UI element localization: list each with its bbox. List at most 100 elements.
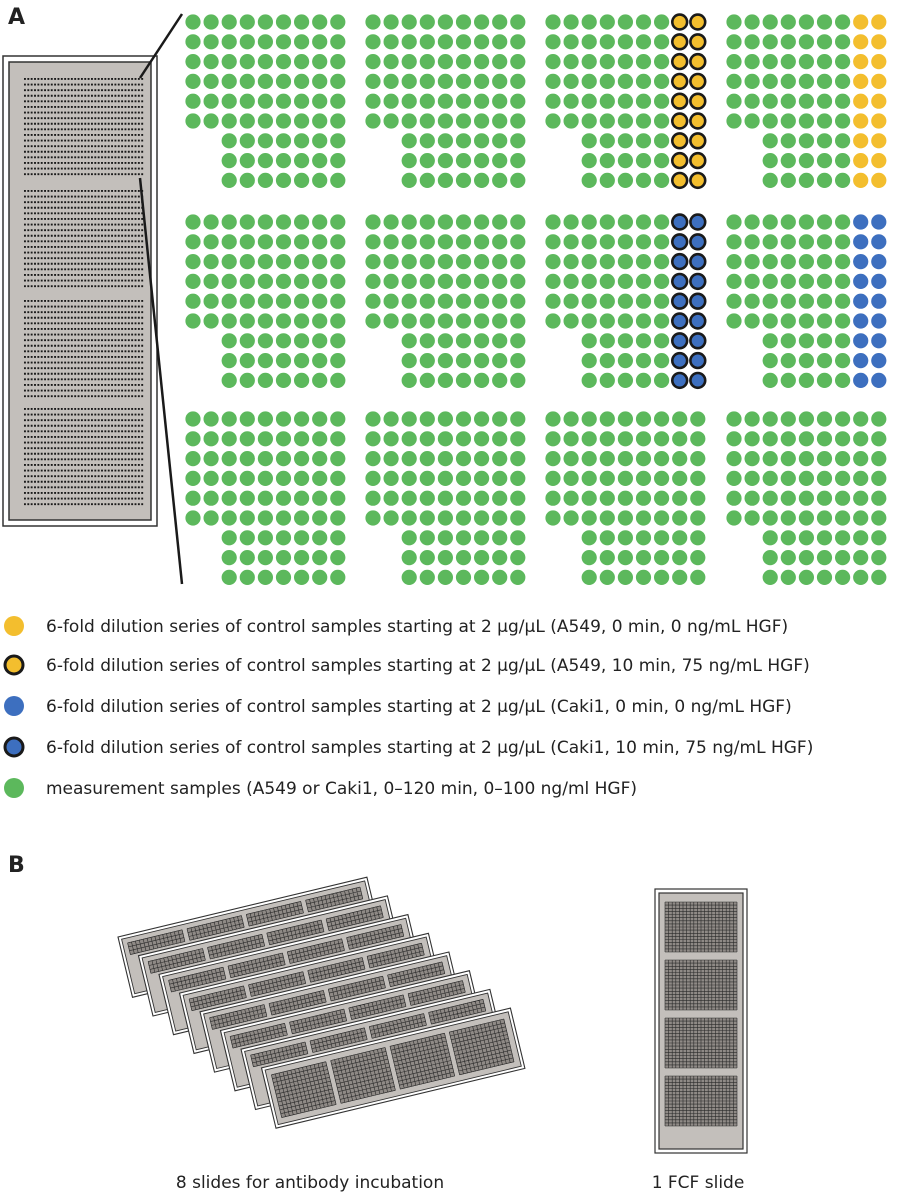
spot-measurement bbox=[835, 93, 851, 109]
slide-spot-grid bbox=[330, 1047, 396, 1104]
spot-measurement bbox=[816, 234, 833, 250]
spot-measurement bbox=[312, 234, 328, 250]
spot-measurement bbox=[419, 372, 435, 388]
spot-measurement bbox=[545, 113, 561, 129]
spot-measurement bbox=[257, 550, 273, 566]
spot-measurement bbox=[275, 54, 292, 70]
spot-measurement bbox=[437, 93, 453, 109]
spot-measurement bbox=[617, 73, 634, 89]
spot-measurement bbox=[581, 113, 597, 129]
spot-measurement bbox=[257, 451, 273, 467]
spot-measurement bbox=[275, 431, 292, 447]
spot-measurement bbox=[563, 93, 579, 109]
spot-measurement bbox=[726, 14, 742, 30]
spot-measurement bbox=[257, 254, 273, 270]
spot-measurement bbox=[510, 372, 526, 388]
spot-measurement bbox=[762, 93, 778, 109]
spot-measurement bbox=[744, 254, 760, 270]
spot-measurement bbox=[401, 510, 417, 526]
spot-measurement bbox=[455, 153, 472, 169]
spot-measurement bbox=[239, 133, 255, 149]
legend-label: 6-fold dilution series of control sample… bbox=[46, 656, 810, 676]
spot-measurement bbox=[853, 431, 869, 447]
spot-measurement bbox=[221, 273, 237, 289]
spot-measurement bbox=[401, 14, 417, 30]
spot-measurement bbox=[798, 153, 815, 169]
spot-measurement bbox=[330, 490, 346, 506]
spot-measurement bbox=[492, 372, 508, 388]
spot-measurement bbox=[635, 569, 652, 586]
slide-spot-grid bbox=[325, 905, 384, 931]
spot-measurement bbox=[455, 273, 472, 289]
spot-measurement bbox=[474, 353, 490, 369]
spot-measurement bbox=[654, 353, 670, 369]
spot-measurement bbox=[563, 234, 579, 250]
spot-caki1-control bbox=[670, 292, 689, 310]
spot-measurement bbox=[474, 530, 490, 546]
spot-measurement bbox=[690, 490, 706, 506]
spot-measurement bbox=[257, 372, 273, 388]
spot-measurement bbox=[383, 73, 399, 89]
spot-measurement bbox=[762, 470, 778, 486]
spot-measurement bbox=[672, 470, 688, 486]
spot-measurement bbox=[312, 293, 328, 309]
spot-measurement bbox=[275, 254, 292, 270]
spot-measurement bbox=[312, 530, 328, 546]
spot-measurement bbox=[835, 353, 851, 369]
spot-measurement bbox=[780, 313, 796, 329]
spot-measurement bbox=[762, 431, 778, 447]
spot-measurement bbox=[257, 470, 273, 486]
spot-measurement bbox=[599, 293, 615, 309]
spot-measurement bbox=[492, 113, 508, 129]
spot-measurement bbox=[275, 234, 292, 250]
spot-a549-control bbox=[853, 14, 869, 30]
spot-measurement bbox=[780, 510, 796, 526]
spot-measurement bbox=[239, 411, 255, 427]
spot-measurement bbox=[510, 293, 526, 309]
spot-measurement bbox=[437, 273, 453, 289]
spot-measurement bbox=[221, 451, 237, 467]
spot-measurement bbox=[383, 273, 399, 289]
spot-measurement bbox=[853, 530, 869, 546]
spot-measurement bbox=[257, 530, 273, 546]
spot-measurement bbox=[239, 73, 255, 89]
spot-measurement bbox=[635, 333, 652, 349]
spot-measurement bbox=[545, 254, 561, 270]
spot-measurement bbox=[455, 93, 472, 109]
spot-a549-control bbox=[670, 13, 689, 31]
spot-measurement bbox=[617, 510, 634, 526]
spot-measurement bbox=[780, 353, 796, 369]
spot-measurement bbox=[221, 73, 237, 89]
spot-caki1-control bbox=[689, 252, 707, 271]
spot-measurement bbox=[635, 93, 652, 109]
spot-measurement bbox=[654, 333, 670, 349]
slide-spot-grid bbox=[387, 961, 446, 987]
spot-measurement bbox=[617, 470, 634, 486]
spot-measurement bbox=[780, 113, 796, 129]
spot-measurement bbox=[510, 313, 526, 329]
spot-measurement bbox=[726, 451, 742, 467]
spot-measurement bbox=[780, 530, 796, 546]
overview-slide-body bbox=[8, 61, 152, 521]
spot-measurement bbox=[816, 273, 833, 289]
spot-measurement bbox=[617, 133, 634, 149]
spot-measurement bbox=[257, 431, 273, 447]
spot-measurement bbox=[617, 214, 634, 230]
spot-measurement bbox=[365, 411, 381, 427]
spot-measurement bbox=[419, 353, 435, 369]
spot-measurement bbox=[635, 451, 652, 467]
spot-measurement bbox=[635, 313, 652, 329]
spot-measurement bbox=[726, 234, 742, 250]
spot-caki1-control bbox=[871, 313, 887, 329]
spot-measurement bbox=[835, 234, 851, 250]
spot-measurement bbox=[581, 372, 597, 388]
spot-measurement bbox=[635, 530, 652, 546]
spot-measurement bbox=[312, 431, 328, 447]
spot-measurement bbox=[401, 54, 417, 70]
spot-measurement bbox=[635, 73, 652, 89]
spot-a549-control bbox=[871, 14, 887, 30]
spot-measurement bbox=[275, 569, 292, 586]
legend-marker-blue-outlined bbox=[3, 736, 25, 758]
spot-measurement bbox=[617, 431, 634, 447]
spot-measurement bbox=[437, 234, 453, 250]
